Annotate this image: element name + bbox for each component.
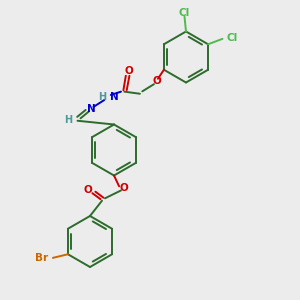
Text: O: O: [119, 183, 128, 193]
Text: H: H: [98, 92, 106, 102]
Text: Cl: Cl: [227, 33, 238, 43]
Text: O: O: [83, 185, 92, 195]
Text: O: O: [152, 76, 161, 86]
Text: Cl: Cl: [179, 8, 190, 18]
Text: N: N: [110, 92, 118, 102]
Text: N: N: [87, 104, 95, 114]
Text: H: H: [64, 115, 72, 125]
Text: Br: Br: [35, 253, 48, 263]
Text: O: O: [124, 66, 133, 76]
